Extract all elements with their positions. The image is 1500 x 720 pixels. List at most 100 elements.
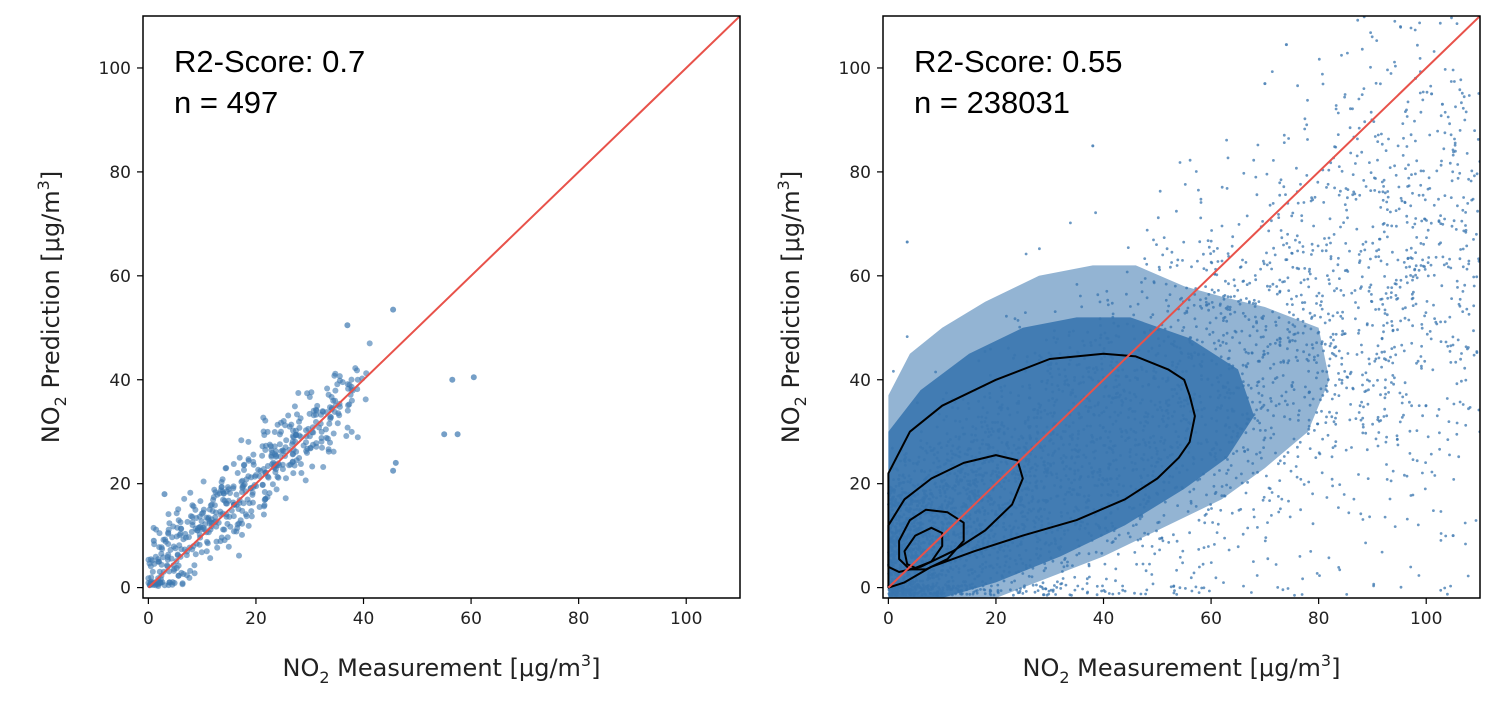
data-point: [1308, 267, 1311, 271]
data-point: [170, 543, 177, 550]
data-point: [1389, 479, 1393, 483]
data-point: [1277, 495, 1280, 498]
data-point: [1198, 565, 1201, 569]
data-point: [1052, 461, 1056, 465]
data-point: [1205, 303, 1208, 307]
data-point: [1091, 439, 1094, 443]
data-point: [974, 456, 978, 460]
data-point: [259, 452, 266, 459]
data-point: [1003, 543, 1007, 547]
data-point: [900, 589, 904, 593]
data-point: [1342, 293, 1346, 297]
data-point: [1027, 460, 1031, 463]
data-point: [250, 461, 257, 468]
data-point: [175, 506, 182, 513]
data-point: [1229, 312, 1232, 316]
data-point: [1295, 294, 1298, 298]
data-point: [960, 549, 964, 552]
data-point: [1405, 517, 1409, 521]
data-point: [1263, 82, 1267, 86]
data-point: [1028, 474, 1032, 478]
data-point: [1134, 395, 1138, 399]
data-point: [1222, 333, 1225, 337]
data-point: [1370, 300, 1374, 303]
data-point: [1415, 276, 1419, 280]
data-point: [1254, 343, 1258, 347]
data-point: [1328, 282, 1331, 286]
data-point: [1159, 458, 1163, 461]
data-point: [1376, 415, 1380, 419]
data-point: [1199, 400, 1203, 404]
data-point: [1018, 496, 1021, 500]
data-point: [917, 460, 920, 464]
data-point: [905, 541, 909, 544]
data-point: [230, 483, 237, 490]
data-point: [1197, 188, 1200, 192]
data-point: [906, 480, 910, 483]
data-point: [276, 441, 283, 448]
data-point: [1086, 475, 1090, 479]
data-point: [1224, 279, 1227, 283]
data-point: [1390, 381, 1393, 384]
data-point: [1152, 369, 1156, 373]
data-point: [1380, 550, 1384, 554]
data-point: [180, 571, 187, 577]
data-point: [930, 500, 934, 504]
data-point: [271, 443, 278, 450]
data-point: [187, 567, 194, 574]
data-point: [1158, 537, 1161, 541]
data-point: [1336, 111, 1340, 115]
data-point: [1356, 137, 1359, 141]
data-point: [1001, 503, 1005, 507]
data-point: [1241, 311, 1245, 315]
data-point: [1089, 406, 1093, 409]
data-point: [1305, 123, 1309, 127]
data-point: [1383, 350, 1386, 354]
data-point: [1154, 353, 1158, 357]
data-point: [1268, 203, 1272, 207]
data-point: [970, 582, 974, 586]
data-point: [978, 451, 981, 455]
data-point: [959, 470, 963, 474]
data-point: [1248, 301, 1251, 305]
data-point: [920, 470, 923, 473]
data-point: [1448, 315, 1452, 319]
data-point: [1253, 274, 1257, 277]
data-point: [1129, 399, 1133, 402]
data-point: [1376, 133, 1380, 137]
data-point: [1334, 145, 1338, 149]
data-point: [1472, 284, 1476, 288]
data-point: [959, 531, 963, 535]
data-point: [904, 521, 907, 525]
data-point: [1443, 110, 1447, 114]
data-point: [1393, 345, 1396, 349]
data-point: [1286, 403, 1289, 407]
data-point: [990, 528, 994, 532]
data-point: [945, 432, 949, 436]
data-point: [1087, 494, 1091, 497]
data-point: [1097, 379, 1100, 383]
data-point: [1286, 587, 1290, 590]
data-point: [1051, 397, 1054, 400]
data-point: [1246, 362, 1250, 365]
plot-area: [145, 16, 740, 589]
data-point: [940, 521, 944, 524]
data-point: [1311, 249, 1315, 252]
data-point: [1051, 414, 1055, 418]
data-point: [1420, 219, 1424, 223]
data-point: [1235, 425, 1239, 428]
data-point: [907, 591, 911, 595]
data-point: [1142, 467, 1146, 471]
data-point: [1205, 327, 1208, 331]
data-point: [1360, 343, 1363, 347]
data-point: [1227, 388, 1231, 392]
data-point: [1420, 367, 1423, 370]
data-point: [1312, 358, 1316, 362]
data-point: [1028, 564, 1032, 567]
data-point: [1029, 467, 1032, 470]
data-point: [1330, 455, 1334, 459]
data-point: [164, 554, 171, 560]
data-point: [1132, 429, 1136, 433]
data-point: [1270, 491, 1274, 494]
data-point: [1050, 383, 1054, 386]
